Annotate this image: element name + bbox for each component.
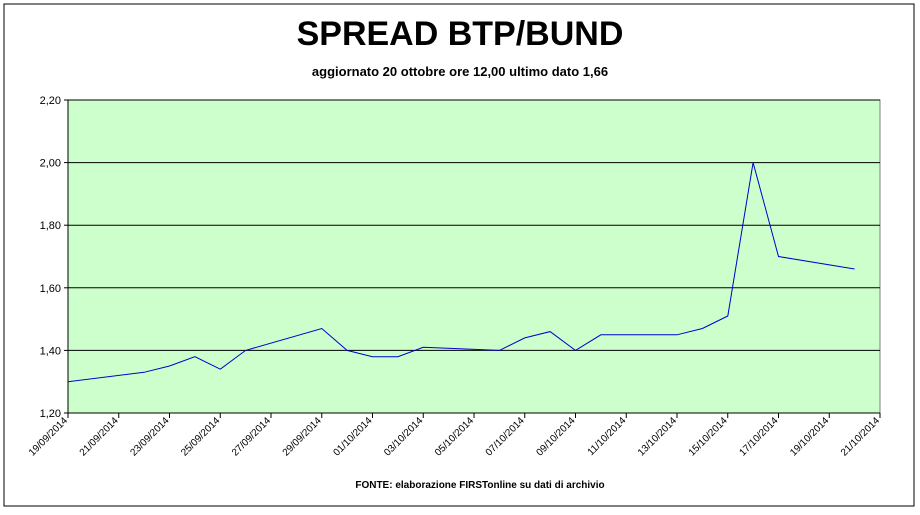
chart-title: SPREAD BTP/BUND	[297, 15, 624, 53]
y-tick-label: 1,20	[40, 408, 61, 420]
source-note: FONTE: elaborazione FIRSTonline su dati …	[355, 480, 604, 491]
y-tick-label: 1,40	[40, 345, 61, 357]
chart-subtitle: aggiornato 20 ottobre ore 12,00 ultimo d…	[312, 64, 608, 79]
y-tick-label: 1,60	[40, 283, 61, 295]
y-tick-label: 2,00	[40, 158, 61, 170]
plot-area	[67, 99, 881, 414]
y-tick-label: 2,20	[40, 95, 61, 107]
y-tick-label: 1,80	[40, 220, 61, 232]
data-line	[67, 162, 855, 383]
